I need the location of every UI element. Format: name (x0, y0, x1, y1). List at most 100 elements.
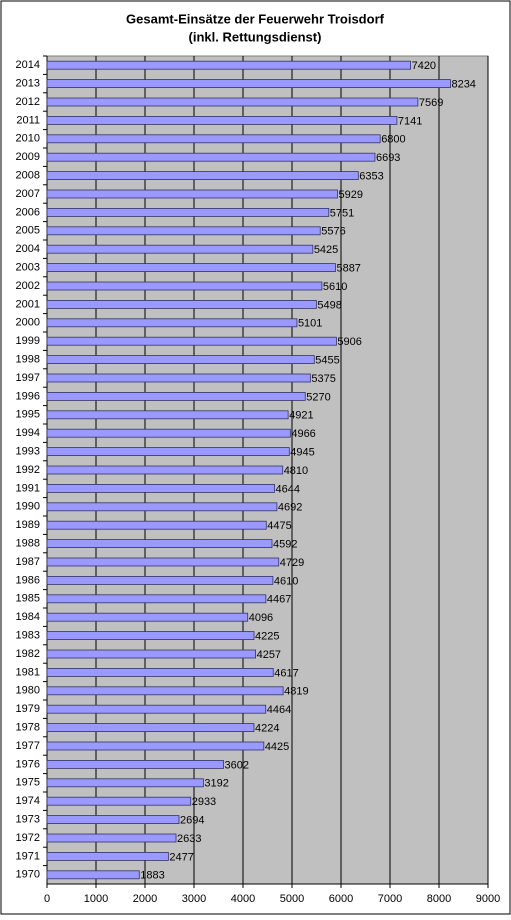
bar (46, 539, 273, 548)
data-label: 4692 (278, 502, 302, 514)
bar (46, 355, 315, 365)
y-tick-label: 1975 (16, 777, 40, 789)
x-tick-label: 3000 (182, 893, 206, 905)
y-tick-label: 2013 (16, 78, 40, 90)
bar (46, 189, 338, 199)
x-tick-label: 8000 (427, 893, 451, 905)
y-tick-label: 1999 (16, 335, 40, 347)
data-label: 4819 (284, 686, 308, 698)
y-tick-label: 2007 (16, 188, 40, 200)
data-label: 4644 (276, 483, 300, 495)
y-tick-label: 2010 (16, 133, 40, 145)
y-tick-label: 1980 (16, 685, 40, 697)
y-tick-label: 1997 (16, 372, 40, 384)
y-tick-label: 1977 (16, 740, 40, 752)
bar (46, 631, 255, 640)
x-tick-label: 2000 (133, 893, 157, 905)
data-label: 1883 (140, 870, 164, 882)
data-label: 5610 (323, 281, 347, 293)
y-tick-label: 1996 (16, 390, 40, 402)
bar (46, 410, 289, 420)
bar (46, 60, 411, 70)
y-tick-label: 1974 (16, 795, 40, 807)
bar (46, 281, 323, 291)
bar (46, 391, 306, 401)
bar (46, 299, 317, 309)
y-tick-label: 2012 (16, 96, 40, 108)
bar (46, 668, 274, 677)
data-label: 4224 (255, 723, 279, 735)
bar (46, 465, 284, 475)
y-tick-label: 2011 (16, 114, 40, 126)
bar (46, 815, 180, 824)
bar (46, 134, 381, 144)
y-tick-label: 1982 (16, 648, 40, 660)
y-tick-label: 1987 (16, 556, 40, 568)
y-tick-label: 1995 (16, 409, 40, 421)
y-tick-label: 1976 (16, 758, 40, 770)
bar (46, 852, 169, 861)
data-label: 5887 (336, 263, 360, 275)
data-label: 4810 (284, 465, 308, 477)
data-label: 5751 (330, 207, 354, 219)
data-label: 2633 (177, 833, 201, 845)
data-label: 5425 (314, 244, 338, 256)
bar (46, 723, 255, 732)
bar (46, 207, 330, 217)
bar (46, 152, 376, 162)
x-tick-label: 7000 (378, 893, 402, 905)
x-tick-label: 5000 (280, 893, 304, 905)
y-tick-label: 2001 (16, 298, 40, 310)
data-label: 2694 (180, 815, 204, 827)
bar (46, 226, 321, 236)
data-label: 3192 (204, 778, 228, 790)
data-label: 4610 (274, 575, 298, 587)
y-tick-label: 2006 (16, 206, 40, 218)
y-tick-label: 1986 (16, 574, 40, 586)
chart-subtitle: (inkl. Rettungsdienst) (189, 29, 322, 44)
data-label: 4945 (290, 447, 314, 459)
y-tick-label: 2009 (16, 151, 40, 163)
data-label: 8234 (451, 79, 475, 91)
data-label: 4464 (267, 704, 291, 716)
data-label: 2933 (192, 796, 216, 808)
y-tick-label: 1994 (16, 427, 40, 439)
bar (46, 447, 290, 457)
data-label: 4729 (280, 557, 304, 569)
data-label: 5498 (317, 299, 341, 311)
data-label: 5929 (339, 189, 363, 201)
y-tick-label: 2005 (16, 225, 40, 237)
bar (46, 741, 265, 751)
y-tick-label: 1971 (16, 850, 40, 862)
data-label: 4921 (289, 410, 313, 422)
data-label: 2477 (169, 851, 193, 863)
y-tick-label: 1989 (16, 519, 40, 531)
data-label: 7569 (419, 97, 443, 109)
bar (46, 263, 336, 273)
bar (46, 704, 267, 714)
x-tick-label: 4000 (231, 893, 255, 905)
y-tick-label: 2000 (16, 317, 40, 329)
y-tick-label: 2002 (16, 280, 40, 292)
data-label: 4966 (291, 428, 315, 440)
y-tick-label: 1978 (16, 722, 40, 734)
data-label: 4425 (265, 741, 289, 753)
bar (46, 336, 337, 346)
y-tick-label: 1981 (16, 666, 40, 678)
bar (46, 870, 140, 880)
data-label: 5906 (337, 336, 361, 348)
y-tick-label: 1972 (16, 832, 40, 844)
bar (46, 318, 298, 328)
bar (46, 244, 314, 254)
y-tick-label: 2004 (16, 243, 40, 255)
data-label: 7420 (412, 60, 436, 72)
data-label: 4225 (255, 631, 279, 643)
y-tick-label: 2014 (16, 59, 40, 71)
bar (46, 649, 256, 659)
data-label: 5576 (321, 226, 345, 238)
y-tick-label: 2003 (16, 262, 40, 274)
bar (46, 778, 204, 788)
y-tick-label: 1983 (16, 630, 40, 642)
bar (46, 97, 419, 107)
